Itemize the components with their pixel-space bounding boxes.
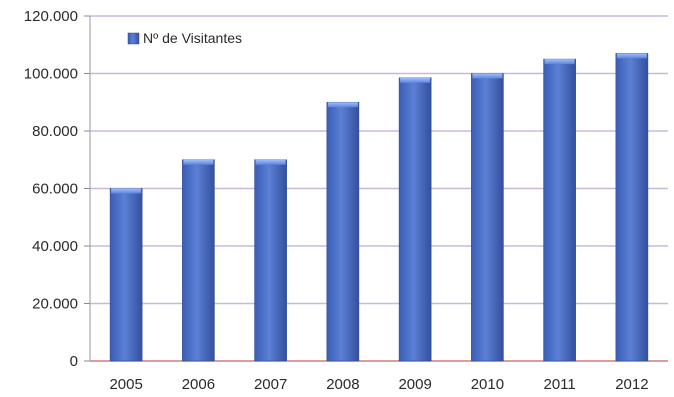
x-tick-label: 2011 [543, 376, 575, 393]
y-tick-label: 20.000 [32, 296, 78, 313]
bar-cap-2012 [616, 53, 647, 59]
legend-swatch [127, 32, 140, 45]
bar-2010 [471, 73, 504, 362]
bar-cap-2009 [400, 77, 431, 83]
bar-2012 [615, 53, 649, 362]
x-tick-label: 2005 [109, 376, 142, 393]
bar-cap-2011 [544, 59, 575, 65]
bar-2009 [398, 77, 432, 362]
bar-cap-2006 [183, 159, 214, 165]
y-tick-label: 100.000 [24, 66, 78, 83]
bar-2011 [543, 58, 576, 362]
x-tick-label: 2008 [326, 376, 359, 393]
x-tick-label: 2009 [398, 376, 431, 393]
y-tick-label: 40.000 [32, 238, 78, 255]
bar-cap-2010 [472, 73, 503, 79]
y-tick-label: 60.000 [32, 181, 78, 198]
y-tick-label: 0 [70, 353, 78, 370]
bar-2007 [254, 159, 287, 362]
y-tick-label: 120.000 [24, 8, 78, 25]
x-tick-label: 2006 [182, 376, 215, 393]
bar-cap-2007 [255, 159, 286, 165]
x-tick-label: 2010 [471, 376, 504, 393]
x-tick-label: 2007 [254, 376, 287, 393]
y-tick-label: 80.000 [32, 123, 78, 140]
bar-2006 [182, 159, 215, 362]
bar-cap-2008 [327, 102, 358, 108]
legend-label: Nº de Visitantes [143, 30, 242, 46]
x-tick-label: 2012 [615, 376, 648, 393]
bar-2008 [326, 101, 360, 362]
bar-cap-2005 [111, 188, 142, 194]
legend: Nº de Visitantes [127, 30, 242, 46]
bar-2005 [109, 188, 143, 362]
